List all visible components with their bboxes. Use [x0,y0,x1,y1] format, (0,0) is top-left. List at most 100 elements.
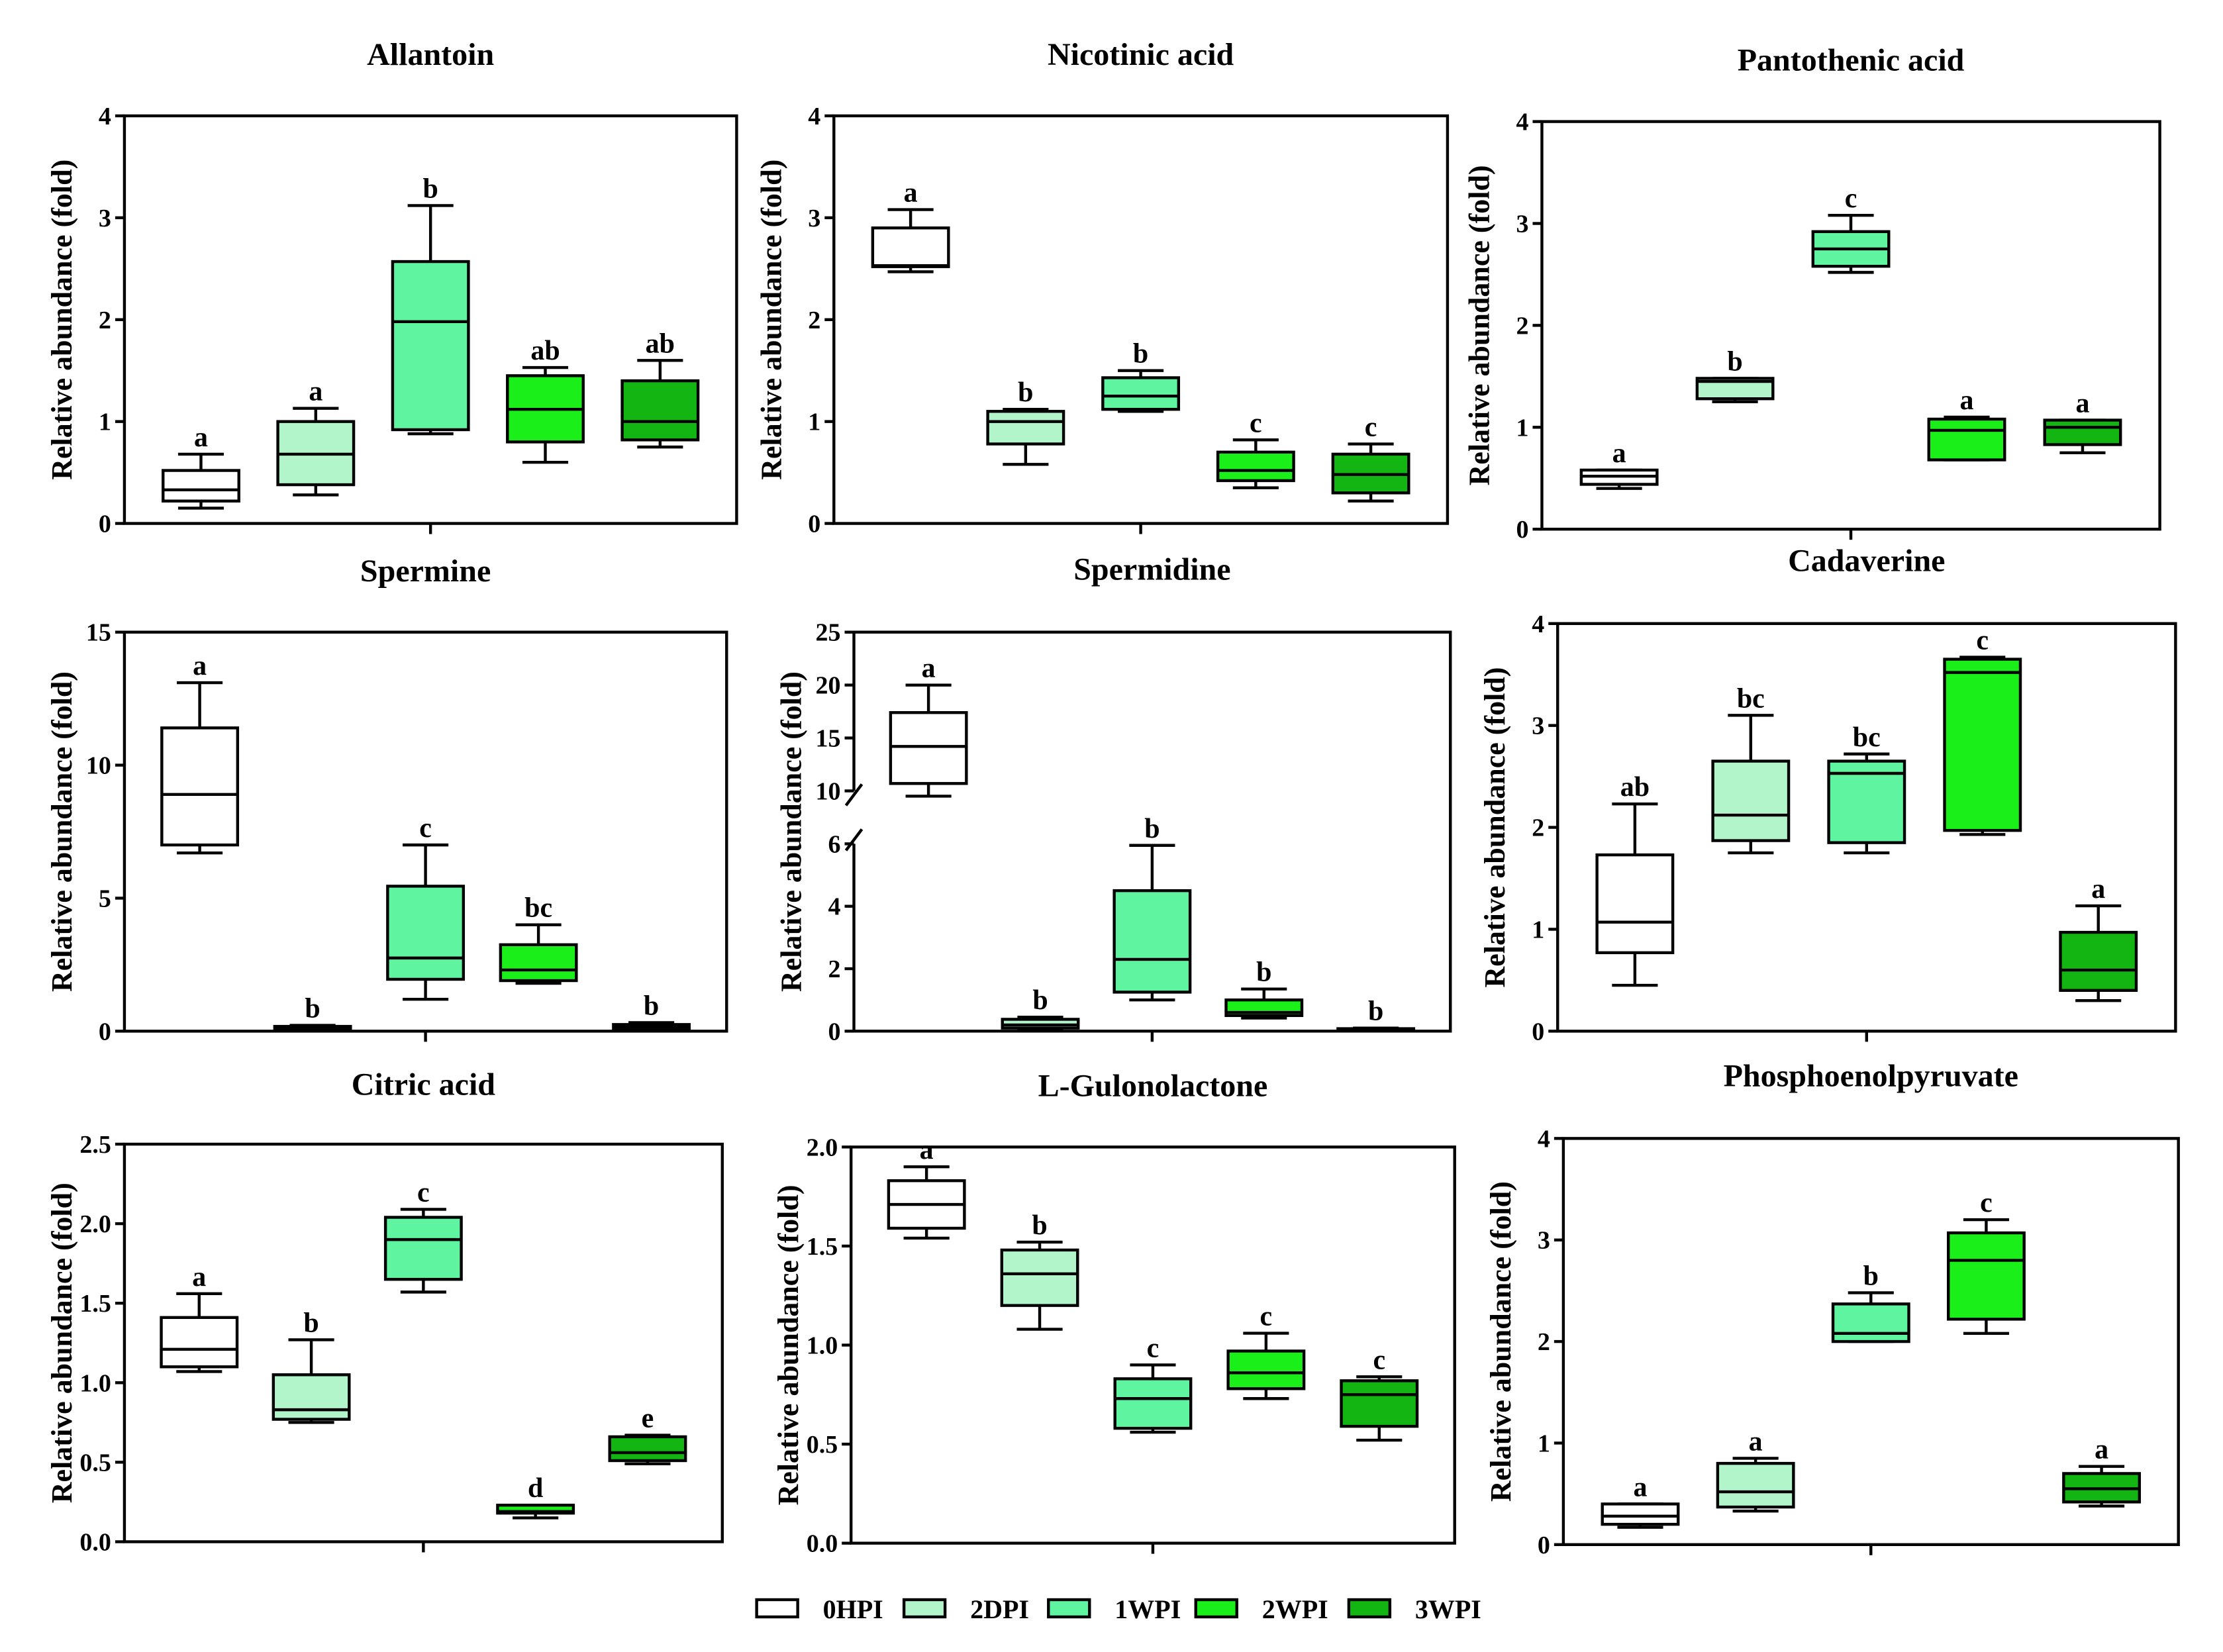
y-tick-label: 1 [1516,414,1528,442]
y-tick-label: 2 [1538,1328,1550,1356]
significance-letter: b [303,1308,319,1338]
box-iqr [1216,450,1295,483]
legend-item-0HPI: 0HPI [755,1594,883,1624]
box-1WPI: bc [1827,722,1906,855]
y-tick-label: 3 [808,205,820,232]
legend-swatch [755,1598,799,1619]
y-tick-label: 1.5 [807,1233,838,1261]
significance-letter: a [2095,1435,2108,1465]
significance-letter: c [1365,413,1377,443]
y-axis-label: Relative abundance (fold) [755,160,787,480]
y-tick-label: 0 [828,1018,841,1045]
y-tick-label: 6 [828,830,841,858]
y-tick-label: 15 [816,725,841,753]
box-2DPI: bc [1711,683,1791,855]
significance-letter: b [1256,957,1271,988]
box-2DPI: b [272,1308,351,1424]
significance-letter: a [194,422,208,453]
panel-7: Citric acid Relative abundance (fold)0.0 0… [46,1067,724,1556]
box-2WPI: d [496,1473,575,1520]
box-iqr [391,260,470,432]
legend-label: 2DPI [970,1594,1029,1624]
y-tick-label: 4 [1538,1125,1550,1153]
box-2WPI: c [1946,1188,2026,1336]
box-iqr [1340,1379,1419,1428]
y-tick-label: 2 [808,307,820,334]
panel-title: Nicotinic acid [1048,37,1234,72]
significance-letter: c [1976,626,1989,656]
y-tick-label: 4 [828,893,841,921]
box-2WPI: c [1216,408,1295,489]
box-1WPI: c [383,1177,463,1294]
panel-1: Allantoin Relative abundance (fold) 0 1 2 3 4 a… [46,37,738,538]
y-tick-label: 0 [1532,1018,1544,1045]
significance-letter: e [642,1404,654,1434]
y-tick-label: 3 [1516,211,1528,238]
box-1WPI: b [1112,814,1192,1002]
legend-item-3WPI: 3WPI [1347,1594,1481,1624]
panel-2: Nicotinic acid Relative abundance (fold) 0… [755,37,1450,538]
box-iqr [1112,889,1192,994]
significance-letter: bc [1853,722,1881,753]
y-tick-label: 1 [99,409,111,436]
box-iqr [1601,1502,1680,1526]
axis-break-mark [844,828,864,851]
y-axis-label: Relative abundance (fold) [1479,667,1511,988]
legend-swatch [902,1598,947,1619]
panel-title: Cadaverine [1788,544,1945,579]
y-tick-label: 15 [86,619,111,647]
significance-letter: a [922,654,936,684]
panel-8: L-Gulonolactone Relative abundance (fold)… [772,1068,1456,1558]
box-2WPI: c [1943,626,2022,836]
box-2DPI: a [1716,1426,1795,1513]
y-tick-label: 2 [1532,814,1544,842]
box-2DPI: b [1001,985,1080,1032]
legend-swatch [1347,1598,1392,1619]
significance-letter: a [192,1262,206,1292]
box-iqr [1113,1377,1193,1430]
box-0HPI: a [160,651,240,855]
legend-label: 2WPI [1262,1594,1328,1624]
box-1WPI: c [1811,183,1891,274]
box-1WPI: c [386,813,466,1001]
y-axis-label: Relative abundance (fold) [46,1183,78,1503]
box-0HPI: a [887,1135,966,1240]
y-tick-label: 3 [99,205,111,232]
panel-title: Citric acid [352,1067,496,1102]
box-2DPI: b [1695,346,1775,404]
significance-letter: a [904,178,918,209]
box-0HPI: a [871,178,950,273]
box-iqr [162,469,240,503]
box-0HPI: a [162,422,240,510]
significance-letter: bc [524,893,552,924]
legend: 0HPI 2DPI 1WPI 2WPI 3WPI [755,1594,1481,1624]
y-tick-label: 3 [1538,1227,1550,1255]
box-0HPI: a [889,654,968,798]
significance-letter: b [1863,1261,1879,1291]
legend-label: 1WPI [1114,1594,1181,1624]
y-tick-label: 0 [1538,1531,1550,1559]
box-iqr [272,1373,351,1421]
y-tick-label: 4 [1532,610,1544,638]
box-2DPI: a [276,377,356,497]
y-axis-label: Relative abundance (fold) [772,1185,805,1505]
significance-letter: b [1727,346,1742,377]
significance-letter: bc [1737,683,1765,714]
y-tick-label: 2 [828,955,841,983]
box-3WPI: a [2059,874,2138,1002]
significance-letter: c [1373,1345,1385,1375]
significance-letter: c [1980,1188,1993,1218]
y-tick-label: 1 [808,409,820,436]
y-tick-label: 5 [99,885,111,912]
panel-9: Phosphoenolpyruvate Relative abundance (f… [1485,1058,2180,1559]
box-3WPI: a [2043,389,2122,454]
box-iqr [1595,853,1675,955]
legend-item-2DPI: 2DPI [902,1594,1029,1624]
significance-letter: b [1032,1210,1047,1241]
box-3WPI: c [1340,1345,1419,1442]
y-axis-label: Relative abundance (fold) [1463,165,1495,485]
box-1WPI: b [1101,339,1181,413]
legend-swatch [1047,1598,1091,1619]
y-axis-label: Relative abundance (fold) [46,160,78,480]
y-tick-label: 0 [99,1018,111,1045]
